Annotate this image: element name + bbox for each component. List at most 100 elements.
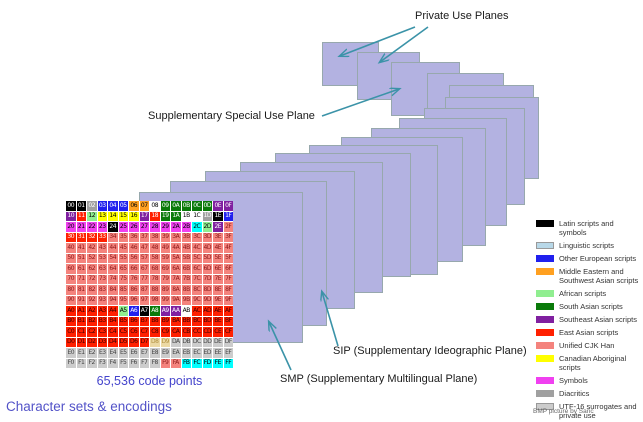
bmp-cell-34: 34 (108, 232, 118, 242)
legend-item: Canadian Aboriginal scripts (536, 354, 642, 372)
bmp-cell-29: 29 (160, 222, 170, 232)
bmp-cell-D6: D6 (129, 337, 139, 347)
bmp-cell-A9: A9 (160, 306, 170, 316)
bmp-cell-13: 13 (97, 211, 107, 221)
bmp-cell-E1: E1 (76, 348, 86, 358)
bmp-cell-35: 35 (118, 232, 128, 242)
bmp-cell-7E: 7E (213, 274, 223, 284)
bmp-cell-4A: 4A (171, 243, 181, 253)
bmp-cell-EC: EC (192, 348, 202, 358)
legend-item: Unified CJK Han (536, 341, 642, 350)
bmp-cell-27: 27 (139, 222, 149, 232)
bmp-cell-FD: FD (202, 358, 212, 368)
bmp-cell-D7: D7 (139, 337, 149, 347)
bmp-cell-DA: DA (171, 337, 181, 347)
bmp-cell-26: 26 (129, 222, 139, 232)
legend-item: African scripts (536, 289, 642, 298)
legend-label: Linguistic scripts (559, 241, 615, 250)
bmp-cell-F0: F0 (66, 358, 76, 368)
legend-label: East Asian scripts (559, 328, 619, 337)
bmp-cell-40: 40 (66, 243, 76, 253)
bmp-cell-C3: C3 (97, 327, 107, 337)
bmp-cell-CA: CA (171, 327, 181, 337)
bmp-cell-D0: D0 (66, 337, 76, 347)
bmp-cell-96: 96 (129, 295, 139, 305)
legend-label: Unified CJK Han (559, 341, 615, 350)
bmp-cell-8C: 8C (192, 285, 202, 295)
bmp-cell-84: 84 (108, 285, 118, 295)
bmp-cell-A2: A2 (87, 306, 97, 316)
bmp-cell-DE: DE (213, 337, 223, 347)
bmp-cell-4C: 4C (192, 243, 202, 253)
bmp-cell-4B: 4B (181, 243, 191, 253)
bmp-cell-82: 82 (87, 285, 97, 295)
legend-item: East Asian scripts (536, 328, 642, 337)
bmp-cell-F1: F1 (76, 358, 86, 368)
bmp-cell-91: 91 (76, 295, 86, 305)
bmp-cell-EE: EE (213, 348, 223, 358)
bmp-cell-D8: D8 (150, 337, 160, 347)
bmp-cell-6A: 6A (171, 264, 181, 274)
label-sip: SIP (Supplementary Ideographic Plane) (333, 345, 527, 357)
bmp-cell-41: 41 (76, 243, 86, 253)
bmp-cell-E2: E2 (87, 348, 97, 358)
bmp-cell-0E: 0E (213, 201, 223, 211)
bmp-cell-98: 98 (150, 295, 160, 305)
bmp-cell-AF: AF (223, 306, 233, 316)
bmp-cell-52: 52 (87, 253, 97, 263)
bmp-cell-45: 45 (118, 243, 128, 253)
bmp-cell-B4: B4 (108, 316, 118, 326)
bmp-cell-56: 56 (129, 253, 139, 263)
bmp-cell-C7: C7 (139, 327, 149, 337)
bmp-cell-F9: F9 (160, 358, 170, 368)
bmp-cell-18: 18 (150, 211, 160, 221)
bmp-cell-68: 68 (150, 264, 160, 274)
bmp-cell-69: 69 (160, 264, 170, 274)
bmp-cell-A8: A8 (150, 306, 160, 316)
bmp-cell-D4: D4 (108, 337, 118, 347)
bmp-cell-B5: B5 (118, 316, 128, 326)
bmp-cell-47: 47 (139, 243, 149, 253)
bmp-cell-C8: C8 (150, 327, 160, 337)
bmp-cell-C6: C6 (129, 327, 139, 337)
bmp-cell-14: 14 (108, 211, 118, 221)
bmp-cell-CD: CD (202, 327, 212, 337)
legend-swatch (536, 255, 554, 262)
bmp-cell-63: 63 (97, 264, 107, 274)
legend-swatch (536, 290, 554, 297)
bmp-cell-1E: 1E (213, 211, 223, 221)
bmp-cell-24: 24 (108, 222, 118, 232)
bmp-cell-5F: 5F (223, 253, 233, 263)
bmp-cell-15: 15 (118, 211, 128, 221)
bmp-cell-7F: 7F (223, 274, 233, 284)
bmp-cell-B3: B3 (97, 316, 107, 326)
bmp-cell-17: 17 (139, 211, 149, 221)
bmp-cell-AD: AD (202, 306, 212, 316)
bmp-cell-8E: 8E (213, 285, 223, 295)
bmp-cell-6E: 6E (213, 264, 223, 274)
bmp-cell-51: 51 (76, 253, 86, 263)
bmp-cell-B1: B1 (76, 316, 86, 326)
bmp-cell-03: 03 (97, 201, 107, 211)
bmp-cell-B0: B0 (66, 316, 76, 326)
bmp-cell-76: 76 (129, 274, 139, 284)
bmp-cell-C5: C5 (118, 327, 128, 337)
bmp-cell-79: 79 (160, 274, 170, 284)
bmp-cell-C9: C9 (160, 327, 170, 337)
bmp-cell-48: 48 (150, 243, 160, 253)
bmp-cell-50: 50 (66, 253, 76, 263)
bmp-cell-6B: 6B (181, 264, 191, 274)
bmp-cell-9F: 9F (223, 295, 233, 305)
bmp-cell-BD: BD (202, 316, 212, 326)
bmp-cell-5A: 5A (171, 253, 181, 263)
bmp-cell-2C: 2C (192, 222, 202, 232)
bmp-cell-49: 49 (160, 243, 170, 253)
bmp-cell-E4: E4 (108, 348, 118, 358)
bmp-cell-4F: 4F (223, 243, 233, 253)
bmp-cell-C4: C4 (108, 327, 118, 337)
bmp-cell-F5: F5 (118, 358, 128, 368)
bmp-cell-E6: E6 (129, 348, 139, 358)
bmp-cell-57: 57 (139, 253, 149, 263)
legend-swatch (536, 316, 554, 323)
bmp-cell-81: 81 (76, 285, 86, 295)
